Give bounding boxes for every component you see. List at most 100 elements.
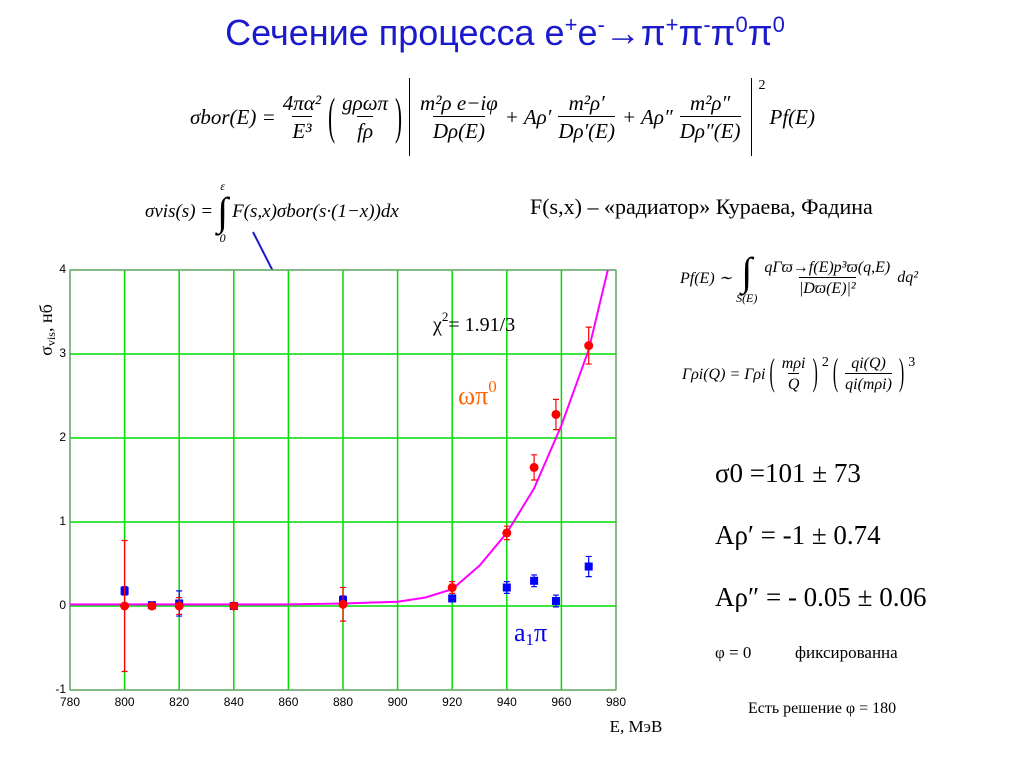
formula-bor: σbor(E) = 4πα² E³ ( gρωπ fρ ) m²ρ e−iφ Dρ(E… [190,78,815,156]
y-tick-label: 4 [59,262,66,276]
term: + Aρ″ [622,104,673,129]
den: Dρ″(E) [679,115,741,144]
point [120,601,130,611]
x-tick-label: 860 [278,695,298,709]
annotation-sub: 1 [526,630,535,649]
power: 2 [758,78,766,93]
paren: ) [395,87,403,145]
param: Aρ″ = - 0.05 ± 0.06 [715,582,927,612]
t: π [678,12,704,53]
x-tick-label: 820 [169,695,189,709]
plot-frame [69,269,617,691]
y-tick-label: 2 [59,430,66,444]
s: - [597,12,605,37]
s: 0 [772,12,785,37]
point [502,528,512,538]
point [529,462,539,472]
num: mρi [781,355,806,372]
sign: ∫ [217,189,229,234]
power: 3 [908,355,916,370]
lhs: Pf(E) ∼ [680,270,733,287]
annotation-sup: 2 [442,309,449,324]
lhs: Γρi(Q) = Γρi [682,365,766,383]
frac: gρωπ fρ [342,91,388,144]
num: m²ρ e−iφ [420,90,498,115]
lhs: σvis(s) = [145,201,214,222]
s: + [564,12,578,37]
frac: mρi Q [782,355,806,394]
annotation-rest: = 1.91/3 [448,314,515,336]
t: →π [604,12,666,53]
annotation: ωπ0 [458,377,497,410]
point [174,601,184,611]
point [448,594,457,603]
point [229,601,239,611]
abs-bar [750,78,752,156]
frac: m²ρ e−iφ Dρ(E) [420,91,498,144]
frac: qi(Q) qi(mρi) [845,355,892,394]
integral: ε ∫ 0 [217,180,228,244]
num: gρωπ [342,90,389,115]
lhs: σbor(E) = [190,104,276,129]
num: qi(Q) [851,355,886,372]
point [584,562,593,571]
lower: S(E) [736,291,758,305]
y-axis-label: σvis, нб [36,304,58,356]
frac: m²ρ′ Dρ′(E) [558,91,615,144]
paren: ( [832,352,839,394]
x-tick-label: 900 [388,695,408,709]
sign: ∫ [741,249,753,294]
param: σ0 =101 ± 73 [715,458,861,488]
annotation-rest: π [534,618,547,647]
lower: 0 [219,231,226,245]
y-axis-unit: , нб [36,304,56,332]
formula-gamma: Γρi(Q) = Γρi ( mρi Q ) 2 ( qi(Q) qi(mρi) )… [682,352,916,394]
den: Dρ′(E) [558,115,615,144]
radiator-note: F(s,x) – «радиатор» Кураева, Фадина [530,194,873,219]
point [338,599,348,609]
den: fρ [357,115,374,144]
point [551,409,561,419]
y-tick-label: 0 [59,598,66,612]
y-tick-label: 3 [59,346,66,360]
den: |Dϖ(E)|² [798,276,856,298]
x-tick-label: 980 [606,695,626,709]
x-tick-label: 840 [224,695,244,709]
body: F(s,x)σbor(s·(1−x))dx [232,201,399,222]
s: + [665,12,679,37]
tail: Pf(E) [769,104,815,129]
x-tick-label: 960 [551,695,571,709]
x-tick-label: 780 [60,695,80,709]
slide-title: Сечение процесса e+e-→π+π-π0π0 [0,12,1010,54]
param: Aρ′ = -1 ± 0.74 [715,520,881,550]
x-tick-label: 920 [442,695,462,709]
paren: ) [898,352,905,394]
annotation-text: ωπ [458,381,488,410]
den: Q [787,373,800,394]
s: - [703,12,711,37]
frac: 4πα² E³ [283,91,321,144]
t: π [747,12,773,53]
annotation: a1π [514,618,547,649]
annotation: χ2= 1.91/3 [432,309,515,336]
t: e [577,12,598,53]
y-axis-sub: vis [44,332,58,346]
frac: m²ρ″ Dρ″(E) [679,91,741,144]
den: E³ [292,115,312,144]
y-tick-label: 1 [59,514,66,528]
t: Сечение процесса e [225,12,565,53]
annotation-text: a [514,618,526,647]
num: m²ρ′ [568,90,605,115]
point [147,601,157,611]
point [530,576,539,585]
x-axis-label: E, МэВ [610,717,663,736]
fit-curve [70,269,609,606]
paren: ( [769,352,775,394]
den: qi(mρi) [845,373,892,394]
abs-bar [409,78,411,156]
y-axis-symbol: σ [36,346,56,356]
num: 4πα² [282,90,322,115]
point [502,583,511,592]
